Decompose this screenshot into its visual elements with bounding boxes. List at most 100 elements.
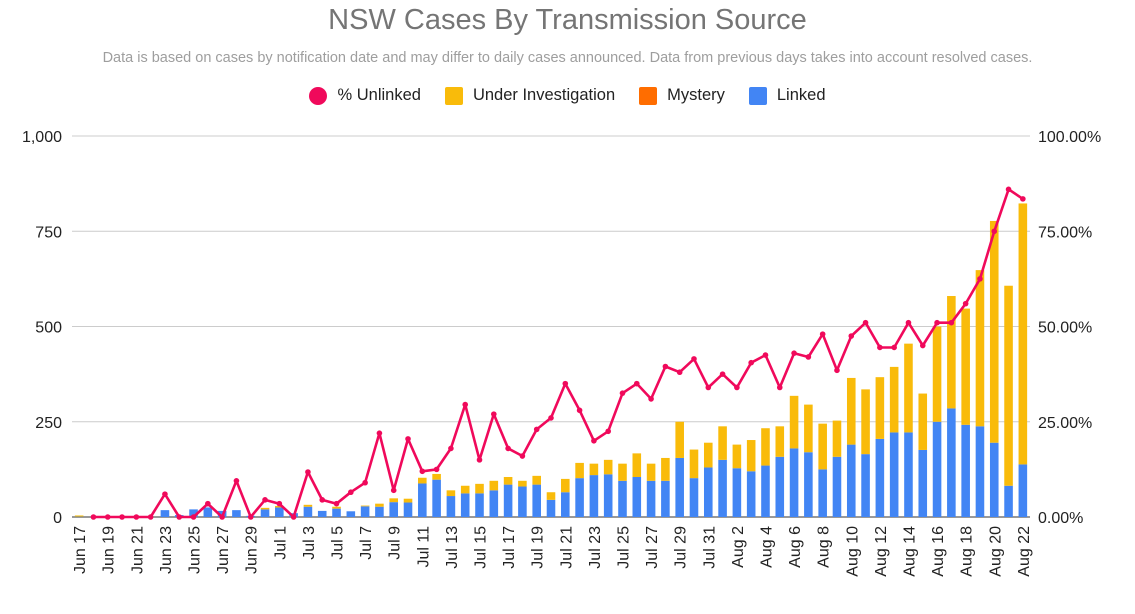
- bar-under-investigation: [575, 462, 584, 479]
- bar-under-investigation: [632, 453, 642, 477]
- legend-item-under-investigation[interactable]: Under Investigation: [444, 86, 616, 105]
- legend-swatch-unlinked: [309, 86, 328, 105]
- x-tick-label: Jun 25: [187, 526, 204, 574]
- bar-linked: [403, 502, 413, 517]
- point-unlinked: [205, 500, 211, 507]
- x-tick-label: Jul 13: [444, 526, 461, 569]
- bar-linked: [346, 511, 356, 517]
- point-unlinked: [147, 514, 154, 520]
- point-unlinked: [433, 466, 440, 473]
- line-unlinked: [93, 188, 1024, 519]
- bar-under-investigation: [303, 504, 313, 507]
- point-unlinked: [977, 276, 983, 282]
- bar-linked: [761, 465, 770, 517]
- x-tick-label: Jul 23: [587, 526, 604, 569]
- point-unlinked: [1005, 186, 1012, 193]
- bar-under-investigation: [746, 440, 756, 472]
- bar-under-investigation: [74, 515, 84, 517]
- x-tick-label: Jul 15: [473, 526, 490, 569]
- x-tick-label: Jul 5: [330, 526, 347, 560]
- bar-under-investigation: [375, 503, 384, 507]
- bar-linked: [932, 421, 942, 517]
- point-unlinked: [519, 453, 526, 459]
- x-tick-label: Jul 7: [358, 526, 375, 560]
- bar-under-investigation: [832, 420, 842, 457]
- x-tick-label: Aug 18: [959, 526, 976, 577]
- bar-linked: [589, 475, 599, 517]
- point-unlinked: [676, 369, 683, 376]
- x-tick-label: Jul 1: [272, 526, 289, 560]
- point-unlinked: [862, 319, 869, 326]
- bar-under-investigation: [360, 505, 370, 507]
- bar-linked: [689, 478, 699, 517]
- legend-label-linked: Linked: [776, 86, 826, 104]
- bar-linked: [646, 480, 656, 517]
- point-unlinked: [562, 380, 569, 387]
- bar-under-investigation: [818, 423, 827, 470]
- point-unlinked: [991, 228, 998, 235]
- bar-linked: [275, 507, 284, 517]
- bar-linked: [260, 509, 270, 517]
- bar-under-investigation: [718, 426, 727, 460]
- x-tick-label: Aug 16: [930, 526, 947, 577]
- y-right-tick-label: 75.00%: [1038, 224, 1092, 241]
- point-unlinked: [705, 384, 712, 391]
- point-unlinked: [491, 411, 497, 417]
- legend-item-unlinked[interactable]: % Unlinked: [309, 86, 421, 105]
- bar-under-investigation: [661, 457, 670, 481]
- y-left-tick-label: 750: [35, 224, 62, 241]
- bar-under-investigation: [532, 475, 541, 485]
- point-unlinked: [791, 350, 797, 356]
- point-unlinked: [962, 300, 969, 307]
- bar-under-investigation: [904, 343, 913, 433]
- bar-under-investigation: [989, 220, 999, 443]
- point-unlinked: [834, 367, 840, 374]
- point-unlinked: [877, 344, 883, 351]
- bar-linked: [989, 442, 999, 517]
- bar-linked: [875, 438, 885, 517]
- point-unlinked: [176, 514, 183, 520]
- point-unlinked: [348, 489, 354, 496]
- legend-item-mystery[interactable]: Mystery: [639, 86, 725, 105]
- x-tick-label: Jul 3: [301, 526, 318, 560]
- bar-linked: [789, 448, 799, 517]
- bar-under-investigation: [861, 389, 870, 455]
- bar-linked: [518, 486, 527, 517]
- point-unlinked: [1020, 196, 1026, 202]
- point-unlinked: [390, 487, 397, 494]
- bar-linked: [732, 468, 742, 517]
- legend: % Unlinked Under Investigation Mystery L…: [0, 86, 1135, 105]
- point-unlinked: [619, 390, 626, 396]
- bar-under-investigation: [460, 485, 470, 494]
- point-unlinked: [133, 514, 140, 520]
- x-tick-label: Aug 22: [1016, 526, 1033, 577]
- point-unlinked: [104, 514, 111, 520]
- bar-linked: [375, 506, 384, 517]
- point-unlinked: [934, 319, 940, 326]
- legend-label-under-investigation: Under Investigation: [472, 86, 616, 104]
- point-unlinked: [591, 438, 597, 444]
- bar-linked: [1004, 485, 1013, 517]
- bar-linked: [575, 478, 584, 517]
- point-unlinked: [247, 514, 254, 520]
- bar-linked: [489, 490, 499, 517]
- x-tick-label: Jul 29: [673, 526, 690, 569]
- x-tick-label: Jul 9: [387, 526, 404, 560]
- bar-under-investigation: [546, 492, 556, 500]
- bar-under-investigation: [689, 449, 699, 479]
- legend-item-linked[interactable]: Linked: [748, 86, 826, 105]
- point-unlinked: [762, 352, 769, 358]
- chart-subtitle: Data is based on cases by notification d…: [102, 50, 1033, 66]
- bar-linked: [718, 459, 727, 517]
- bar-linked: [360, 506, 370, 517]
- bar-under-investigation: [561, 478, 570, 493]
- bar-under-investigation: [961, 308, 970, 425]
- bar-under-investigation: [589, 463, 599, 476]
- x-tick-label: Jul 25: [615, 526, 632, 569]
- bar-under-investigation: [418, 477, 427, 484]
- bar-linked: [203, 507, 213, 517]
- bar-under-investigation: [1018, 203, 1028, 465]
- point-unlinked: [805, 354, 812, 360]
- bar-linked: [532, 484, 541, 517]
